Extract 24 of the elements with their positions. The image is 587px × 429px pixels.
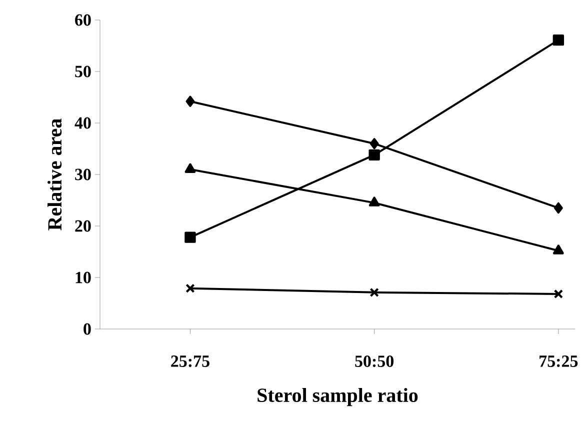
- point: [370, 288, 379, 298]
- x-tick-label: 75:25: [540, 356, 578, 368]
- point: [368, 196, 380, 206]
- point: [554, 202, 563, 214]
- point: [186, 284, 195, 293]
- y-tick-label: 30: [75, 168, 91, 180]
- point: [554, 289, 564, 299]
- point: [368, 149, 380, 161]
- y-tick-label: 0: [84, 323, 91, 335]
- x-axis-title: Sterol sample ratio: [258, 388, 418, 406]
- point: [186, 96, 195, 107]
- point: [553, 244, 564, 254]
- point: [184, 163, 196, 173]
- point: [184, 232, 196, 243]
- x-tick-label: 25:75: [171, 356, 210, 368]
- y-tick-label: 10: [76, 272, 91, 284]
- y-tick-label: 50: [75, 66, 91, 78]
- y-tick-label: 20: [75, 220, 91, 232]
- point: [552, 34, 564, 46]
- point: [370, 138, 379, 150]
- x-tick-label: 50:50: [355, 356, 394, 368]
- y-tick-label: 40: [74, 117, 91, 129]
- y-axis-title: Relative area: [48, 118, 62, 230]
- y-tick-label: 60: [75, 14, 91, 26]
